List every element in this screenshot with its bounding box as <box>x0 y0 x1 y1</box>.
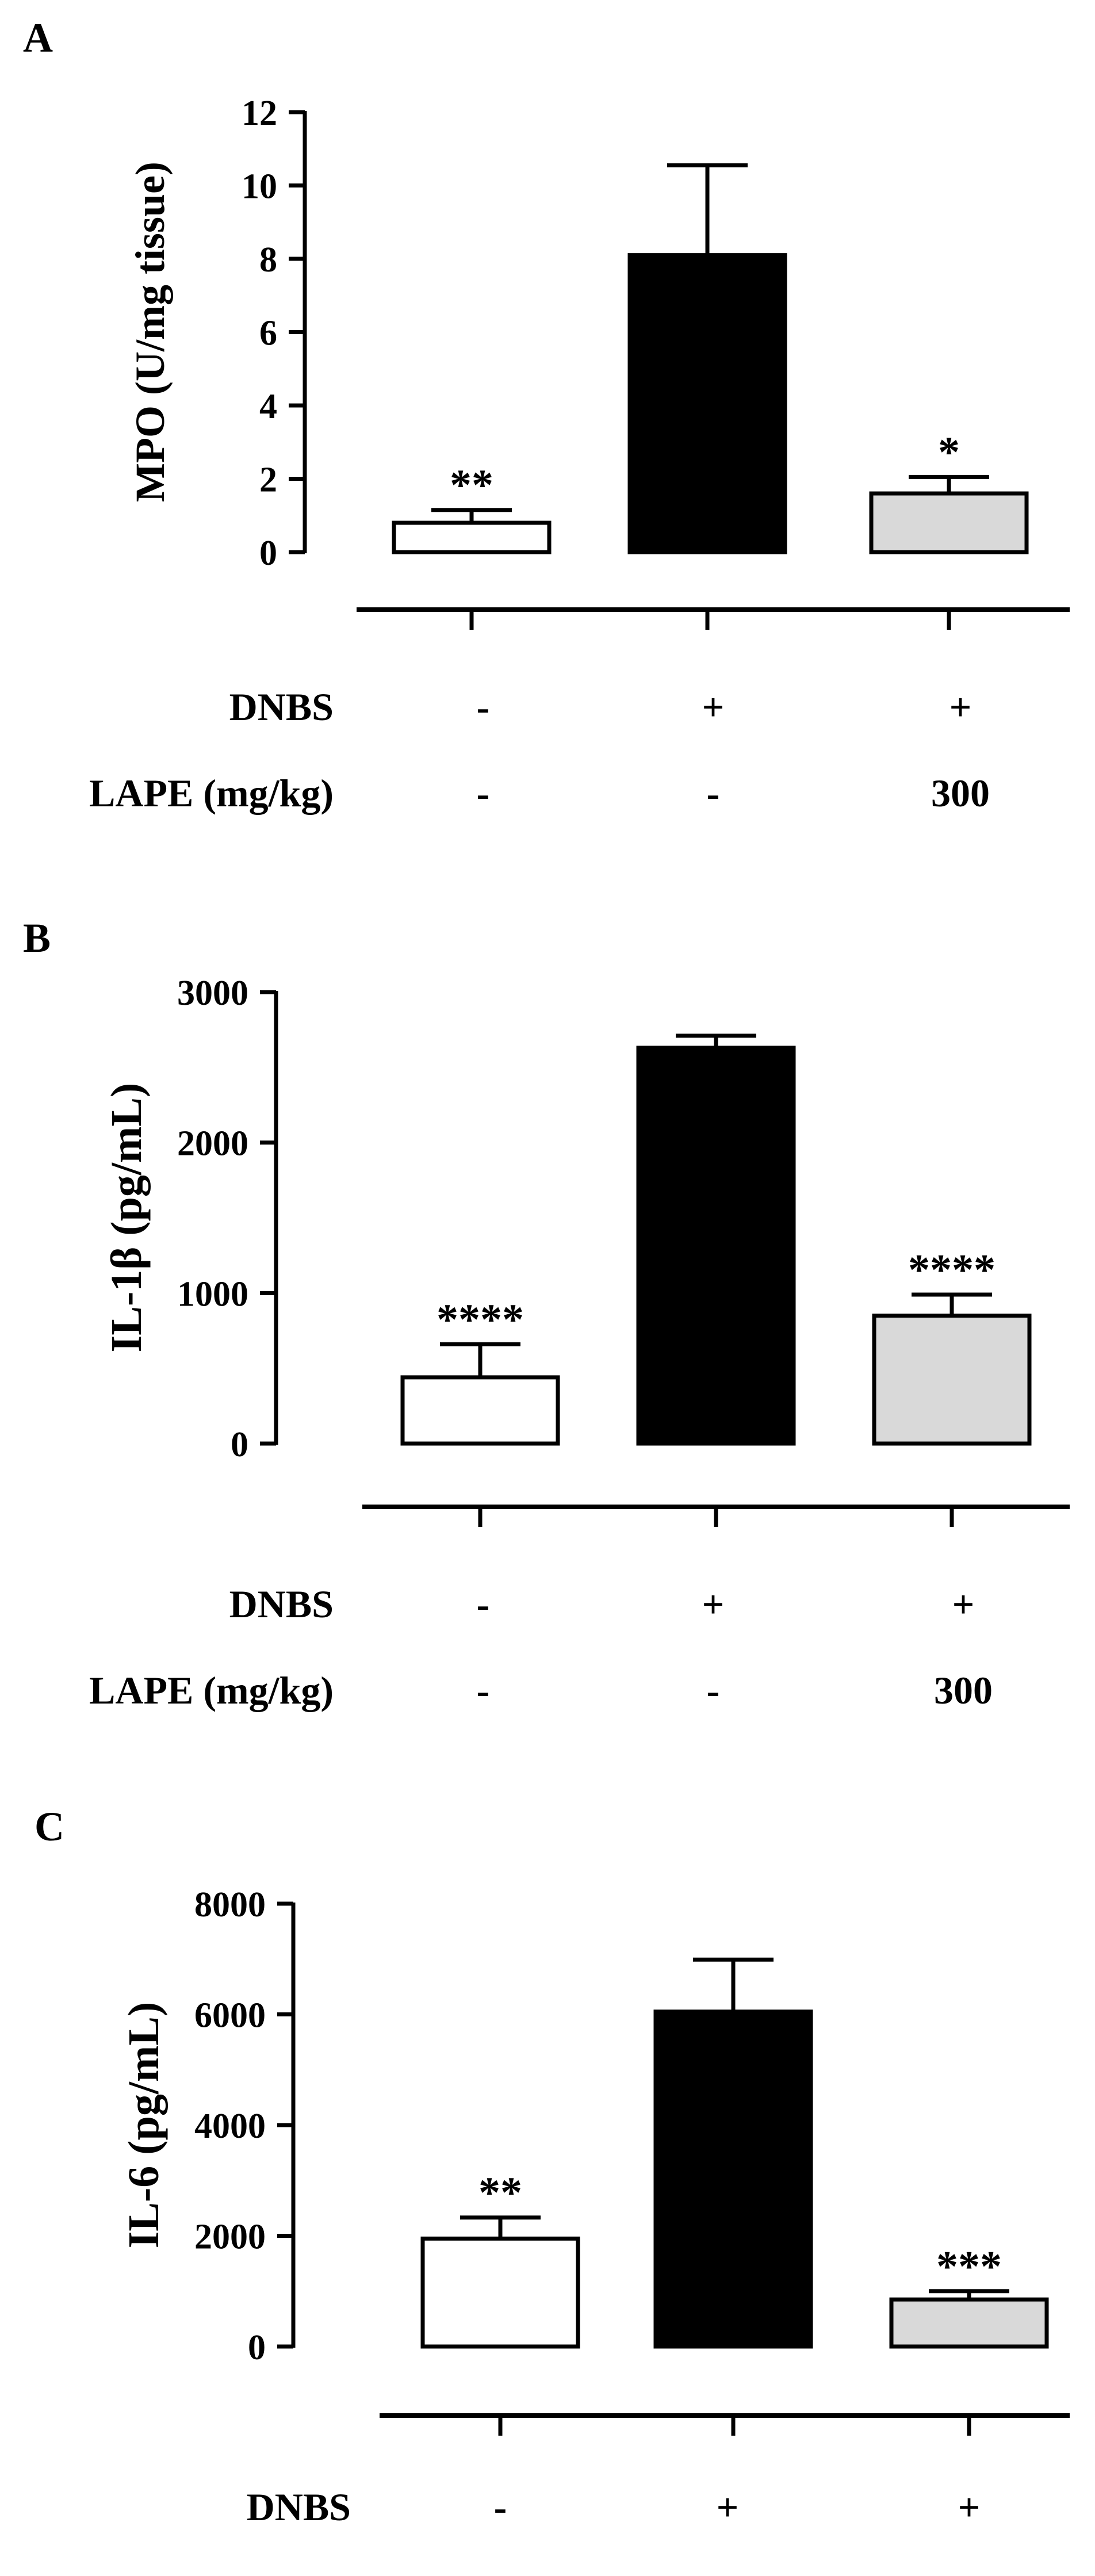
condition-label: DNBS <box>229 685 334 729</box>
condition-value: - <box>477 771 490 815</box>
y-tick-label: 8000 <box>194 1885 266 1924</box>
y-tick-label: 0 <box>248 2328 266 2367</box>
bar <box>636 1046 796 1446</box>
y-axis-title: IL-6 (pg/mL) <box>120 2002 168 2249</box>
bar <box>400 1375 560 1446</box>
condition-value: - <box>477 685 490 729</box>
condition-value: - <box>494 2485 507 2529</box>
y-tick-label: 2000 <box>194 2218 266 2257</box>
y-tick-label: 1000 <box>177 1274 248 1314</box>
condition-label: LAPE (mg/kg) <box>89 1668 334 1712</box>
bar <box>869 491 1029 554</box>
bar <box>420 2236 580 2349</box>
bar <box>889 2297 1049 2349</box>
bar <box>627 253 787 554</box>
y-tick-label: 4000 <box>194 2107 266 2146</box>
y-tick-label: 8 <box>259 240 277 280</box>
significance-label: **** <box>908 1246 996 1294</box>
significance-label: ** <box>450 461 493 510</box>
y-tick-label: 6 <box>259 314 277 353</box>
y-tick-label: 4 <box>259 387 277 426</box>
y-tick-label: 2000 <box>177 1124 248 1163</box>
condition-value: 300 <box>931 771 990 815</box>
y-tick-label: 2 <box>259 461 277 500</box>
bar <box>392 520 552 554</box>
panel-label: C <box>35 1804 64 1850</box>
y-tick-label: 0 <box>259 534 277 573</box>
panel-b: B 0 1000 2000 3000 IL-1β (pg/mL) **** **** DNBS -… <box>23 915 1070 1712</box>
y-tick-label: 10 <box>242 167 277 206</box>
condition-label: DNBS <box>229 1582 334 1626</box>
y-tick-label: 6000 <box>194 1996 266 2035</box>
significance-label: * <box>938 428 960 476</box>
condition-label: DNBS <box>247 2485 351 2529</box>
panel-label: A <box>23 15 53 61</box>
significance-label: ** <box>478 2169 522 2217</box>
condition-value: + <box>717 2485 739 2529</box>
bar <box>872 1314 1032 1446</box>
bar <box>653 2009 813 2349</box>
panel-label: B <box>23 915 51 961</box>
condition-value: - <box>477 1668 490 1712</box>
condition-value: 300 <box>934 1668 993 1712</box>
condition-value: + <box>952 1582 975 1626</box>
y-axis-title: IL-1β (pg/mL) <box>102 1083 151 1353</box>
y-tick-label: 3000 <box>177 974 248 1013</box>
condition-value: + <box>958 2485 981 2529</box>
significance-label: *** <box>936 2242 1002 2291</box>
y-tick-label: 12 <box>242 94 277 133</box>
y-axis-title: MPO (U/mg tissue) <box>127 162 173 502</box>
significance-label: **** <box>437 1295 524 1343</box>
condition-value: + <box>702 685 725 729</box>
condition-value: + <box>949 685 972 729</box>
y-tick-label: 0 <box>231 1425 248 1464</box>
condition-value: - <box>707 771 720 815</box>
condition-value: + <box>702 1582 725 1626</box>
condition-label: LAPE (mg/kg) <box>89 771 334 815</box>
condition-value: - <box>707 1668 720 1712</box>
condition-value: - <box>477 1582 490 1626</box>
